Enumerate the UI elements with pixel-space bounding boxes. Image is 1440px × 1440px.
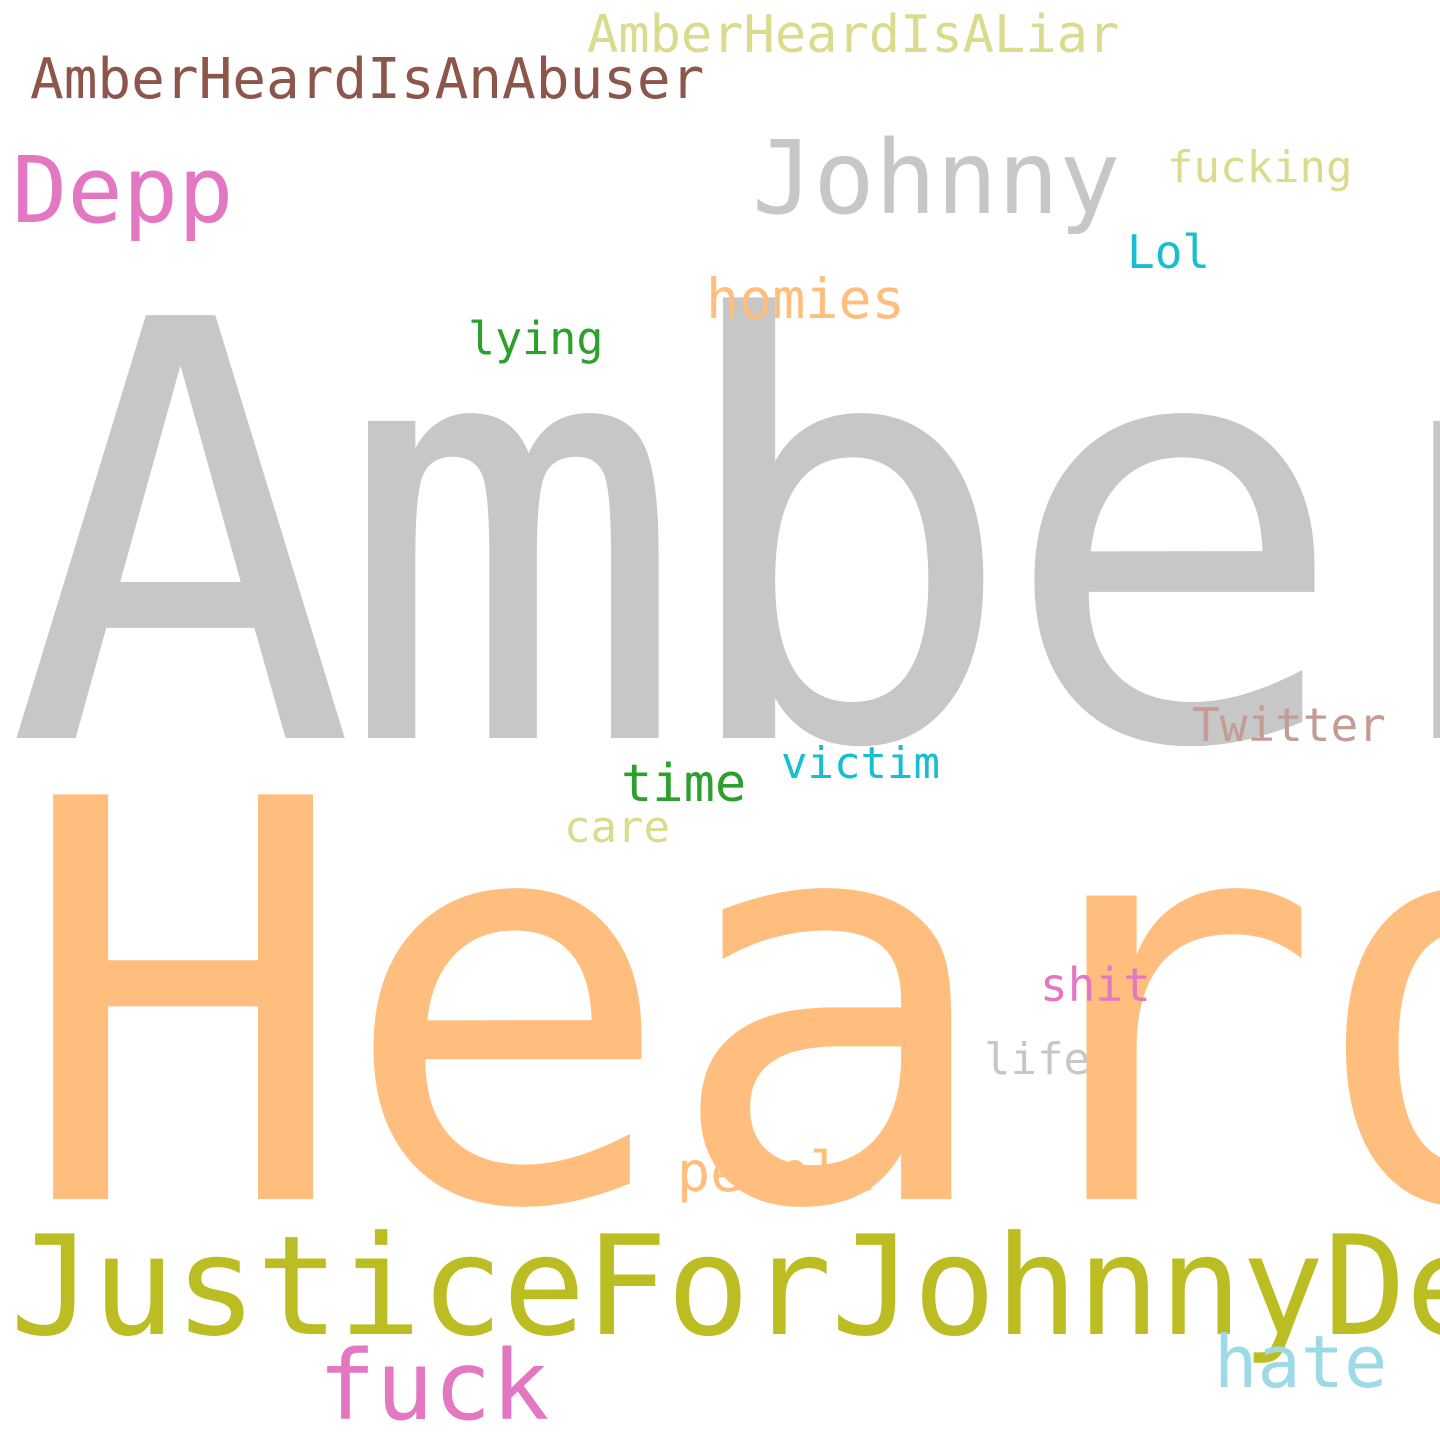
word-heard: Heard bbox=[16, 684, 1440, 1330]
word-twitter: Twitter bbox=[1192, 698, 1386, 752]
word-amber-heard-is-an-abuser: AmberHeardIsAnAbuser bbox=[30, 47, 705, 112]
word-lol: Lol bbox=[1127, 225, 1211, 279]
word-depp: Depp bbox=[12, 137, 234, 244]
word-lying: lying bbox=[468, 312, 604, 365]
word-time: time bbox=[621, 754, 747, 814]
word-amber: Amber bbox=[6, 200, 1440, 875]
word-shit: shit bbox=[1040, 958, 1151, 1012]
word-care: care bbox=[564, 802, 670, 853]
word-victim: victim bbox=[781, 738, 940, 789]
word-johnny: Johnny bbox=[752, 119, 1121, 238]
word-fuck: fuck bbox=[318, 1330, 550, 1440]
word-hate: hate bbox=[1214, 1320, 1388, 1404]
word-fucking: fucking bbox=[1167, 142, 1353, 193]
word-homies: homies bbox=[706, 267, 905, 331]
word-amber-heard-is-a-liar: AmberHeardIsALiar bbox=[587, 5, 1120, 65]
word-people: people bbox=[677, 1140, 876, 1204]
word-justice-for-johnny-depp: JusticeForJohnnyDepp bbox=[10, 1206, 1440, 1367]
word-life: life bbox=[984, 1034, 1090, 1085]
